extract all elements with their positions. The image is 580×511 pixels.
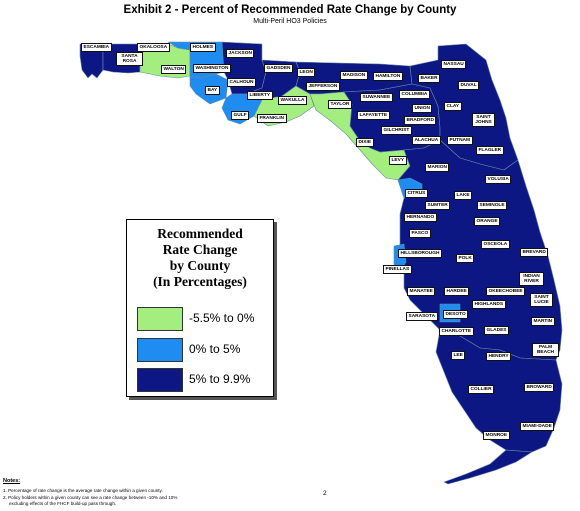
county-label-lee: LEE	[451, 351, 466, 360]
county-label-collier: COLLIER	[468, 385, 495, 394]
county-label-marion: MARION	[425, 163, 450, 172]
county-label-putnam: PUTNAM	[447, 136, 473, 145]
county-label-okaloosa: OKALOOSA	[137, 43, 170, 52]
county-label-pasco: PASCO	[409, 229, 431, 238]
legend-item: 5% to 9.9%	[137, 368, 269, 392]
county-label-wakulla: WAKULLA	[278, 96, 307, 105]
legend-label: 0% to 5%	[189, 342, 241, 356]
county-label-volusia: VOLUSIA	[485, 175, 512, 184]
county-label-polk: POLK	[456, 254, 475, 263]
county-label-bradford: BRADFORD	[404, 116, 437, 125]
county-label-saint-lucie: SAINT LUCIE	[530, 293, 553, 308]
county-label-dixie: DIXIE	[356, 138, 374, 147]
legend-swatch	[137, 307, 183, 331]
county-label-charlotte: CHARLOTTE	[439, 327, 474, 336]
page-subtitle: Multi-Peril HO3 Policies	[253, 18, 327, 25]
county-label-gilchrist: GILCHRIST	[381, 126, 412, 135]
legend-swatch	[137, 368, 183, 392]
county-label-gadsden: GADSDEN	[264, 64, 293, 73]
county-label-hillsborough: HILLSBOROUGH	[398, 249, 442, 258]
county-label-washington: WASHINGTON	[193, 64, 231, 73]
legend: Recommended Rate Change by County (In Pe…	[126, 219, 274, 397]
county-label-holmes: HOLMES	[190, 43, 216, 52]
county-label-hardee: HARDEE	[444, 287, 470, 296]
legend-title-line: Recommended	[157, 226, 243, 241]
legend-title: Recommended Rate Change by County (In Pe…	[127, 226, 273, 290]
county-label-orange: ORANGE	[474, 217, 501, 226]
county-label-glades: GLADES	[484, 326, 509, 335]
county-label-leon: LEON	[297, 68, 316, 77]
county-label-alachua: ALACHUA	[412, 136, 441, 145]
county-label-calhoun: CALHOUN	[227, 78, 256, 87]
legend-title-line: Rate Change	[162, 242, 238, 257]
county-label-flagler: FLAGLER	[476, 146, 504, 155]
county-label-walton: WALTON	[161, 65, 187, 74]
county-label-union: UNION	[412, 104, 433, 113]
county-label-hendry: HENDRY	[486, 352, 512, 361]
county-label-escambia: ESCAMBIA	[81, 43, 112, 52]
county-label-seminole: SEMINOLE	[477, 201, 508, 210]
county-label-citrus: CITRUS	[405, 189, 428, 198]
county-label-indian-river: INDIAN RIVER	[519, 272, 544, 287]
county-label-okeechobee: OKEECHOBEE	[486, 287, 526, 296]
county-label-sarasota: SARASOTA	[406, 312, 438, 321]
county-label-saint-johns: SAINT JOHNS	[472, 113, 495, 128]
county-label-jackson: JACKSON	[226, 49, 255, 58]
page-title: Exhibit 2 - Percent of Recommended Rate …	[123, 4, 457, 16]
county-label-hamilton: HAMILTON	[373, 72, 403, 81]
county-label-liberty: LIBERTY	[247, 91, 273, 100]
county-label-broward: BROWARD	[524, 383, 555, 392]
legend-item: 0% to 5%	[137, 338, 269, 362]
county-label-brevard: BREVARD	[520, 248, 549, 257]
legend-title-line: by County	[169, 258, 231, 273]
county-label-madison: MADISON	[340, 71, 368, 80]
legend-item: -5.5% to 0%	[137, 307, 269, 331]
county-label-lake: LAKE	[454, 191, 473, 200]
county-label-santa-rosa: SANTA ROSA	[116, 52, 143, 67]
county-label-desoto: DESOTO	[443, 310, 469, 319]
county-label-baker: BAKER	[418, 74, 441, 83]
legend-title-line: (In Percentages)	[153, 274, 247, 289]
county-label-sumter: SUMTER	[425, 201, 451, 210]
county-label-lafayette: LAFAYETTE	[357, 111, 390, 120]
county-label-monroe: MONROE	[483, 431, 510, 440]
legend-swatch	[137, 338, 183, 362]
notes-heading: Notes:	[3, 478, 21, 484]
county-label-nassau: NASSAU	[441, 60, 467, 69]
county-label-franklin: FRANKLIN	[257, 114, 287, 123]
county-label-gulf: GULF	[231, 111, 250, 120]
county-label-duval: DUVAL	[458, 81, 480, 90]
region-south	[435, 329, 563, 453]
county-label-clay: CLAY	[444, 102, 462, 111]
county-label-pinellas: PINELLAS	[383, 265, 412, 274]
county-label-manatee: MANATEE	[407, 287, 436, 296]
county-label-bay: BAY	[205, 86, 220, 95]
region-keys	[443, 449, 533, 485]
county-label-palm-beach: PALM BEACH	[532, 343, 559, 358]
county-label-hernando: HERNANDO	[404, 213, 437, 222]
county-label-jefferson: JEFFERSON	[306, 82, 340, 91]
county-label-suwannee: SUWANNEE	[360, 93, 393, 102]
county-label-martin: MARTIN	[531, 317, 555, 326]
county-label-miami-dade: MIAMI-DADE	[520, 422, 555, 431]
notes-line: 1. Percentage of rate change is the aver…	[3, 488, 163, 493]
legend-label: 5% to 9.9%	[189, 372, 251, 386]
notes-line: 2. Policy holders within a given county …	[3, 495, 178, 500]
page-number: 2	[323, 490, 327, 497]
county-label-columbia: COLUMBIA	[399, 90, 430, 99]
county-label-levy: LEVY	[389, 156, 407, 165]
county-label-highlands: HIGHLANDS	[472, 300, 506, 309]
county-label-osceola: OSCEOLA	[481, 240, 510, 249]
county-label-taylor: TAYLOR	[328, 100, 352, 109]
notes-line: excluding effects of the FHCF build-up p…	[9, 501, 117, 506]
legend-label: -5.5% to 0%	[189, 311, 255, 325]
